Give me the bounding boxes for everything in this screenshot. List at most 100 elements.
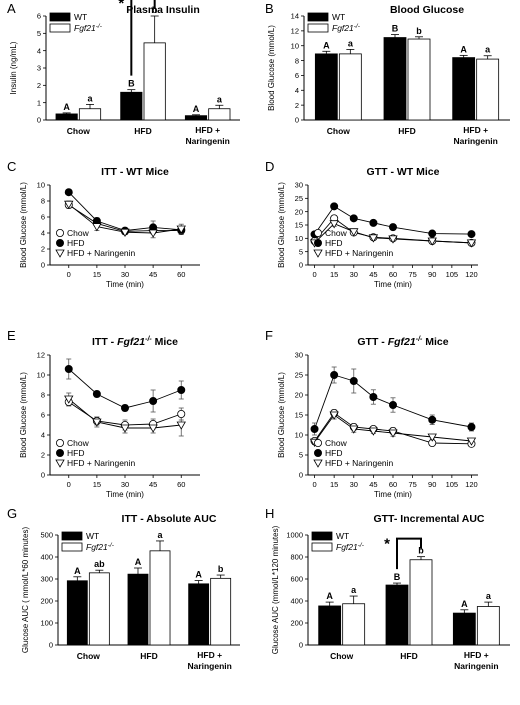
y-tick-label: 15 [295,221,303,230]
y-axis-label: Insulin (ng/mL) [9,41,18,94]
y-axis-label: Blood Glucose (mmol/L) [277,372,286,458]
legend-label: HFD [67,238,84,248]
significance-letter: a [158,530,164,540]
y-tick-label: 0 [49,641,53,650]
legend-label: Chow [325,438,348,448]
y-tick-label: 8 [41,197,45,206]
y-tick-label: 25 [295,371,303,380]
y-tick-label: 2 [41,451,45,460]
data-point [349,376,358,385]
data-point [349,228,359,237]
y-tick-label: 200 [290,619,303,628]
significance-letter: A [193,104,200,114]
y-tick-label: 100 [40,619,53,628]
y-tick-label: 6 [295,71,299,80]
category-label: HFD + [197,650,222,660]
y-axis-label: Blood Glucose (mmol/L) [19,372,28,458]
y-tick-label: 10 [295,234,303,243]
legend-swatch [61,542,83,552]
data-point [388,235,398,244]
significance-star: * [118,0,124,12]
y-tick-label: 5 [299,247,303,256]
bar [342,603,366,646]
x-tick-label: 105 [446,480,459,489]
data-point [149,396,158,405]
significance-letter: A [461,599,468,609]
y-tick-label: 12 [37,351,45,360]
y-tick-label: 0 [41,471,45,480]
chart-title: ITT - Fgf21-/- Mice [92,336,178,348]
chart-panel-A: A 0 1 2 3 4 5 6 Insulin (ng/mL) Plasma Insulin Cho… [7,0,240,146]
y-tick-label: 5 [299,451,303,460]
x-tick-label: 60 [389,480,397,489]
bar [55,113,78,121]
x-tick-label: 30 [121,270,129,279]
y-tick-label: 0 [299,471,303,480]
data-point [428,415,437,424]
data-point [313,228,322,237]
x-tick-label: 0 [67,480,71,489]
category-label: Naringenin [454,661,498,671]
data-point [92,223,102,232]
y-tick-label: 12 [291,27,299,36]
bar [338,53,362,121]
data-point [55,459,65,468]
bar [314,53,338,121]
data-point [313,249,323,258]
significance-letter: A [195,570,202,580]
data-point [64,200,74,210]
y-tick-label: 500 [40,531,53,540]
y-tick-label: 300 [40,575,53,584]
significance-letter: a [348,38,354,48]
bar [188,583,210,646]
significance-letter: A [326,591,333,601]
bar [383,37,407,121]
x-axis-label: Time (min) [374,490,412,499]
legend-swatch [49,12,71,22]
x-tick-label: 60 [177,480,185,489]
y-tick-label: 25 [295,194,303,203]
bar [143,42,166,121]
legend-swatch [307,23,329,33]
significance-letter: ab [94,559,105,569]
y-tick-label: 10 [37,181,45,190]
significance-letter: B [394,572,401,582]
x-tick-label: 75 [408,270,416,279]
x-axis-label: Time (min) [374,280,412,289]
significance-letter: B [128,79,135,89]
data-point [388,429,398,438]
y-tick-label: 15 [295,411,303,420]
category-label: Chow [330,651,354,661]
y-axis-label: Blood Glucose (mmol/L) [277,182,286,268]
x-tick-label: 30 [121,480,129,489]
y-tick-label: 5 [37,29,41,38]
legend-swatch [61,531,83,541]
chart-title: Blood Glucose [390,4,464,16]
y-tick-label: 800 [290,553,303,562]
x-tick-label: 45 [149,480,157,489]
bar [88,572,110,646]
y-axis-label: Blood Glucose (mmol/L) [19,182,28,268]
series-line [68,368,182,409]
panel-letter: C [7,159,16,174]
data-point [329,220,339,229]
legend-swatch [311,531,333,541]
data-point [349,425,359,434]
legend-label: HFD + Naringenin [325,248,394,258]
category-label: HFD [398,126,415,136]
chart-panel-H: H 0 200 400 600 800 1000 Glucose AUC (mmol/L*12… [265,506,510,671]
chart-title: ITT - Absolute AUC [122,513,217,525]
data-point [368,234,379,243]
legend-label: Fgf21-/- [86,542,115,552]
y-tick-label: 0 [299,641,303,650]
data-point [92,389,101,398]
bar [149,550,171,646]
data-point [467,422,476,431]
bar [385,584,409,646]
category-label: HFD + [464,650,489,660]
y-tick-label: 10 [291,41,299,50]
data-point [428,229,437,238]
data-point [313,459,323,468]
series-line [68,191,182,232]
